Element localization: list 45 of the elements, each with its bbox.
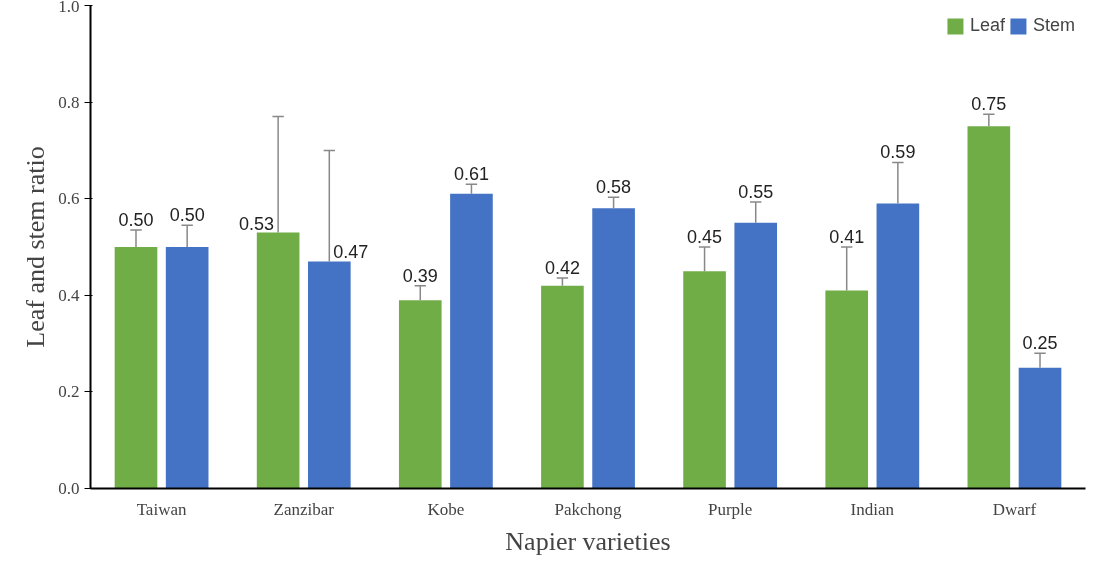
y-tick-label: 0.4 bbox=[58, 285, 80, 305]
x-axis-title: Napier varieties bbox=[505, 526, 671, 556]
y-tick-label: 0.8 bbox=[58, 92, 80, 112]
y-tick-label: 1.0 bbox=[58, 0, 80, 16]
bar bbox=[592, 208, 635, 489]
y-axis-title: Leaf and stem ratio bbox=[21, 146, 51, 348]
data-label: 0.42 bbox=[544, 257, 580, 278]
x-tick-label: Kobe bbox=[427, 499, 465, 519]
data-label: 0.41 bbox=[829, 227, 865, 247]
x-tick-label: Taiwan bbox=[136, 499, 187, 519]
bar bbox=[876, 203, 920, 489]
y-tick-label: 0.6 bbox=[58, 189, 80, 209]
x-tick-label: Purple bbox=[707, 499, 753, 519]
bar bbox=[825, 290, 869, 489]
data-label: 0.25 bbox=[1022, 333, 1058, 354]
data-label: 0.53 bbox=[239, 213, 275, 234]
bar bbox=[165, 247, 209, 489]
data-label: 0.58 bbox=[596, 177, 632, 198]
data-label: 0.39 bbox=[402, 265, 438, 286]
legend-label: Stem bbox=[1032, 15, 1075, 36]
bar bbox=[1018, 367, 1062, 489]
bar bbox=[967, 126, 1011, 489]
data-label: 0.50 bbox=[169, 205, 205, 226]
x-tick-label: Dwarf bbox=[992, 499, 1037, 519]
x-tick-label: Pakchong bbox=[554, 499, 623, 519]
data-label: 0.61 bbox=[453, 164, 489, 185]
x-tick-label: Indian bbox=[850, 499, 895, 519]
bar bbox=[683, 271, 726, 489]
y-tick-label: 0.2 bbox=[58, 382, 80, 402]
bar bbox=[734, 222, 778, 489]
y-tick-label: 0.0 bbox=[58, 479, 80, 498]
legend-label: Leaf bbox=[969, 15, 1005, 36]
bar bbox=[541, 285, 584, 489]
data-label: 0.75 bbox=[971, 94, 1007, 115]
bar bbox=[256, 232, 300, 489]
bar bbox=[450, 193, 493, 489]
data-label: 0.50 bbox=[118, 210, 154, 231]
data-label: 0.47 bbox=[333, 242, 369, 263]
data-label: 0.45 bbox=[687, 227, 723, 247]
x-tick-label: Zanzibar bbox=[273, 499, 335, 519]
bar bbox=[398, 300, 442, 489]
data-label: 0.59 bbox=[880, 142, 916, 163]
bar bbox=[307, 261, 351, 489]
data-label: 0.55 bbox=[738, 182, 774, 203]
bar bbox=[114, 247, 158, 489]
